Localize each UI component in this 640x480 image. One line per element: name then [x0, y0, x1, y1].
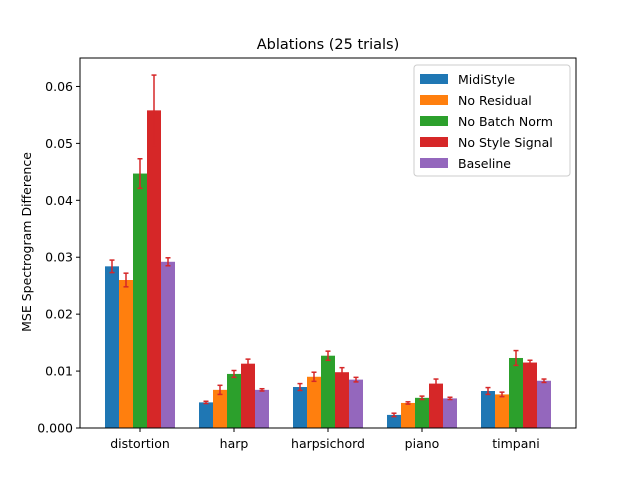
bar-midistyle-harpsichord	[293, 387, 307, 428]
bar-no-residual-timpani	[495, 394, 509, 428]
bars-group	[105, 110, 551, 428]
legend-item-midistyle: MidiStyle	[420, 72, 515, 87]
y-tick-label: 0.06	[45, 79, 73, 94]
error-bar-no-batch-norm-harpsichord	[325, 350, 331, 362]
legend-item-no-residual: No Residual	[420, 93, 532, 108]
bar-no-style-signal-harp	[241, 363, 255, 428]
bar-baseline-timpani	[537, 380, 551, 428]
error-bar-no-style-signal-harp	[245, 358, 251, 369]
legend-label: No Batch Norm	[458, 114, 553, 129]
bar-baseline-piano	[443, 398, 457, 428]
bar-no-style-signal-timpani	[523, 362, 537, 428]
bar-no-batch-norm-piano	[415, 397, 429, 428]
error-bar-no-residual-harpsichord	[311, 371, 317, 383]
error-bar-no-batch-norm-piano	[419, 395, 425, 401]
y-tick-label: 0.01	[45, 364, 73, 379]
error-bar-no-residual-piano	[405, 401, 411, 405]
chart-title: Ablations (25 trials)	[257, 37, 400, 53]
bar-baseline-harpsichord	[349, 379, 363, 428]
bar-no-style-signal-distortion	[147, 110, 161, 428]
x-tick-label: harpsichord	[291, 436, 365, 451]
x-tick-label: piano	[405, 436, 440, 451]
bar-no-residual-harp	[213, 389, 227, 428]
error-bar-no-residual-distortion	[123, 272, 129, 288]
bar-midistyle-timpani	[481, 391, 495, 428]
bar-midistyle-piano	[387, 414, 401, 428]
error-bars-group	[109, 74, 547, 418]
bar-baseline-distortion	[161, 261, 175, 428]
error-bar-no-batch-norm-timpani	[513, 349, 519, 367]
bar-no-batch-norm-distortion	[133, 173, 147, 428]
error-bar-no-style-signal-distortion	[151, 74, 157, 147]
bar-no-residual-harpsichord	[307, 376, 321, 428]
legend-swatch	[420, 74, 448, 84]
legend-label: No Style Signal	[458, 135, 553, 150]
error-bar-midistyle-timpani	[485, 386, 491, 396]
error-bar-no-residual-harp	[217, 384, 223, 396]
y-tick-label: 0.000	[37, 421, 73, 436]
legend-label: MidiStyle	[458, 72, 515, 87]
x-tick-label: distortion	[110, 436, 170, 451]
error-bar-baseline-distortion	[165, 257, 171, 267]
bar-no-style-signal-harpsichord	[335, 372, 349, 428]
error-bar-baseline-harpsichord	[353, 376, 359, 383]
error-bar-baseline-piano	[447, 396, 453, 401]
legend-box	[413, 64, 571, 177]
error-bar-no-style-signal-timpani	[527, 359, 533, 366]
legend-swatch	[420, 158, 448, 168]
x-tick-label: timpani	[492, 436, 540, 451]
legend-label: No Residual	[458, 93, 532, 108]
error-bar-midistyle-harp	[203, 400, 209, 405]
legend-swatch	[420, 116, 448, 126]
bar-no-batch-norm-harpsichord	[321, 355, 335, 428]
y-tick-label: 0.04	[45, 193, 73, 208]
bar-midistyle-distortion	[105, 266, 119, 428]
legend-swatch	[420, 95, 448, 105]
error-bar-no-style-signal-piano	[433, 378, 439, 389]
y-tick-label: 0.05	[45, 136, 73, 151]
error-bar-no-batch-norm-distortion	[137, 158, 143, 190]
legend: MidiStyle No Residual No Batch Norm No Styl…	[413, 64, 571, 177]
legend-item-baseline: Baseline	[420, 156, 511, 171]
error-bar-midistyle-piano	[391, 412, 397, 418]
bar-baseline-harp	[255, 389, 269, 428]
legend-label: Baseline	[458, 156, 511, 171]
error-bar-baseline-timpani	[541, 378, 547, 384]
legend-item-no-batch-norm: No Batch Norm	[420, 114, 553, 129]
error-bar-midistyle-harpsichord	[297, 382, 303, 392]
error-bar-midistyle-distortion	[109, 259, 115, 274]
legend-swatch	[420, 137, 448, 147]
error-bar-no-residual-timpani	[499, 391, 505, 398]
y-tick-label: 0.03	[45, 250, 73, 265]
y-axis-label: MSE Spectrogram Difference	[19, 152, 34, 332]
bar-no-residual-distortion	[119, 280, 133, 428]
bar-no-style-signal-piano	[429, 383, 443, 428]
bar-midistyle-harp	[199, 402, 213, 428]
error-bar-baseline-harp	[259, 387, 265, 392]
bar-no-batch-norm-timpani	[509, 357, 523, 428]
x-tick-label: harp	[220, 436, 249, 451]
bar-no-residual-piano	[401, 402, 415, 428]
axes-group: 0.000 0.01 0.02 0.03 0.04 0.05 0.06 distortion h…	[37, 57, 577, 451]
error-bar-no-style-signal-harpsichord	[339, 366, 345, 378]
y-tick-label: 0.02	[45, 307, 73, 322]
error-bar-no-batch-norm-harp	[231, 369, 237, 379]
bar-no-batch-norm-harp	[227, 373, 241, 428]
legend-item-no-style-signal: No Style Signal	[420, 135, 553, 150]
